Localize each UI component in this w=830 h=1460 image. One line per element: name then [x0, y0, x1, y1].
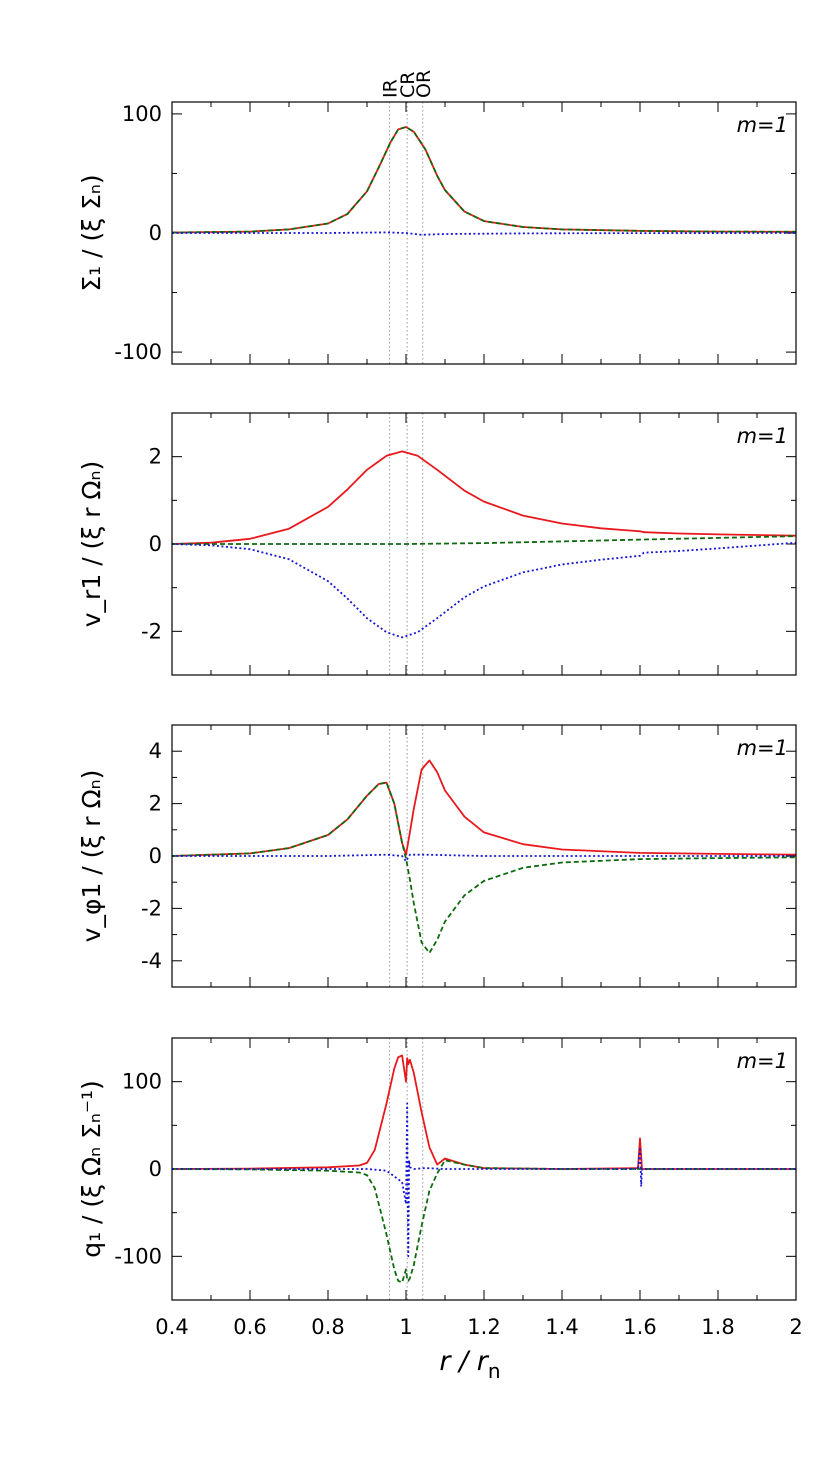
x-tick-label: 1.4 [545, 1315, 578, 1339]
x-axis-label-sub: n [488, 1359, 501, 1383]
x-tick-label: 1.6 [623, 1315, 656, 1339]
y-tick-label: -2 [141, 896, 162, 920]
y-tick-label: -100 [114, 1244, 162, 1268]
series-green-line [171, 1159, 796, 1284]
y-tick-label: -4 [141, 949, 162, 973]
y-axis-label: v_φ1 / (ξ r Ωₙ) [77, 770, 106, 943]
series-green-line [172, 535, 797, 545]
resonance-label-or: OR [413, 70, 435, 98]
series-green-line [171, 781, 797, 954]
series-blue-line [171, 541, 797, 639]
panel-4: -100 0 100 0.4 0.6 0.8 1 1.2 1.4 1.6 1.8 2 m=1 q₁ / (… [77, 1037, 803, 1339]
y-tick-label: 0 [149, 1157, 162, 1181]
x-axis-label: r / rn [439, 1346, 500, 1383]
y-tick-label: 2 [149, 792, 162, 816]
panel-2: -2 0 2 m=1 v_r1 / (ξ r Ωₙ) [77, 412, 797, 676]
series-red-line [171, 450, 797, 545]
y-tick-label: 100 [122, 1070, 162, 1094]
x-tick-label: 1.8 [701, 1315, 734, 1339]
series-green-line [171, 126, 797, 234]
series-red-line [171, 126, 797, 234]
y-axis-label: q₁ / (ξ Ωₙ Σₙ⁻¹) [77, 1080, 106, 1258]
y-tick-label: 4 [149, 739, 162, 763]
panel-label: m=1 [737, 424, 788, 448]
x-tick-label: 1 [399, 1315, 412, 1339]
panel-label: m=1 [737, 1049, 788, 1073]
y-tick-label: 100 [122, 102, 162, 126]
series-red-line [171, 1054, 796, 1170]
x-tick-label: 2 [789, 1315, 802, 1339]
series-red-line [171, 759, 797, 857]
resonance-label-ir: IR [380, 79, 402, 98]
y-axis-label: v_r1 / (ξ r Ωₙ) [77, 461, 106, 627]
plot-frame [171, 101, 797, 365]
y-tick-label: 0 [149, 221, 162, 245]
x-axis-label-main: r / r [439, 1346, 489, 1377]
y-tick-label: -100 [114, 340, 162, 364]
y-tick-label: -2 [141, 619, 162, 643]
x-tick-label: 0.8 [311, 1315, 344, 1339]
series-blue-line [172, 1102, 796, 1258]
y-tick-label: 2 [149, 445, 162, 469]
plot-frame [171, 412, 797, 676]
y-axis-label: Σ₁ / (ξ Σₙ) [77, 174, 106, 291]
x-tick-label: 1.2 [467, 1315, 500, 1339]
panel-label: m=1 [737, 736, 788, 760]
resonance-label-cr: CR [397, 72, 419, 98]
y-tick-label: 0 [149, 532, 162, 556]
series-blue-line [172, 231, 797, 236]
plot-frame [171, 1037, 797, 1301]
y-tick-label: 0 [149, 844, 162, 868]
plot-frame [171, 724, 797, 988]
x-tick-label: 0.4 [155, 1315, 188, 1339]
series-blue-line [172, 853, 796, 863]
panel-3: -4 -2 0 2 4 m=1 v_φ1 / (ξ r Ωₙ) [77, 724, 797, 988]
panel-1: -100 0 100 m=1 Σ₁ / (ξ Σₙ) [77, 101, 797, 365]
x-tick-label: 0.6 [233, 1315, 266, 1339]
panel-label: m=1 [737, 113, 788, 137]
